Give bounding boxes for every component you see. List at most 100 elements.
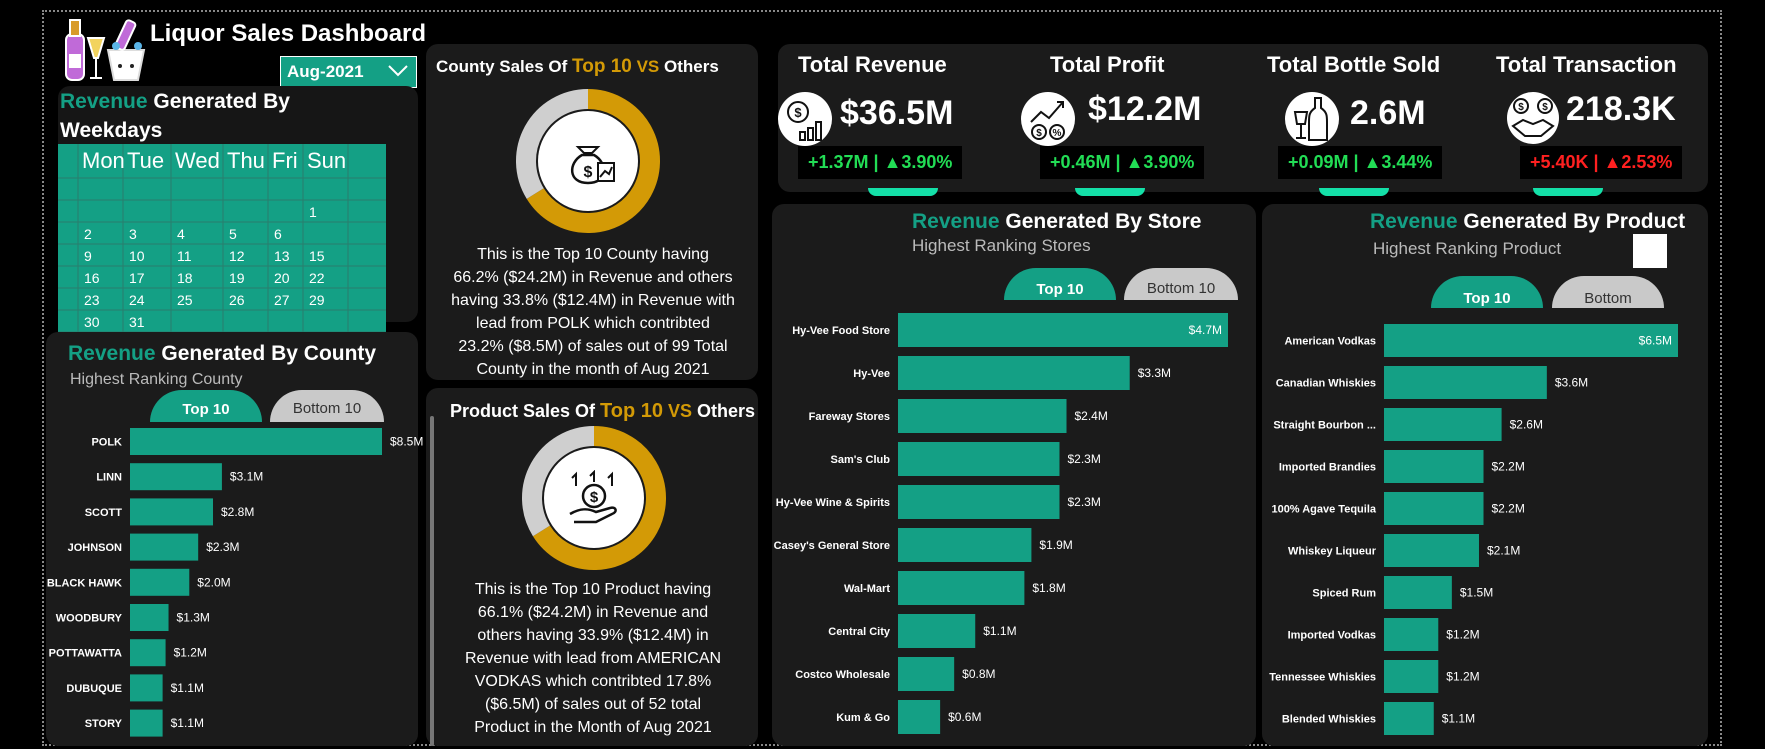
chart-bar[interactable] [1384,408,1502,441]
chart-bar[interactable] [1384,366,1547,399]
category-label: JOHNSON [68,542,122,554]
chart-bar[interactable] [130,568,190,596]
product-tab-bottom[interactable]: Bottom [1552,276,1664,308]
data-label: $8.5M [390,435,423,449]
calendar-date-cell[interactable]: 6 [274,226,282,242]
calendar-date-cell[interactable]: 19 [229,270,245,286]
data-label: $4.7M [1189,323,1222,337]
calendar-date-cell[interactable]: 31 [129,314,145,330]
category-label: Wal-Mart [844,583,890,595]
chart-bar[interactable] [1384,324,1678,357]
county-tab-bottom10[interactable]: Bottom 10 [270,390,384,422]
calendar-date-cell[interactable]: 9 [84,248,92,264]
chart-bar[interactable] [1384,450,1484,483]
category-label: Hy-Vee [853,368,890,380]
data-label: $1.1M [983,624,1016,638]
chart-bar[interactable] [130,604,169,631]
svg-text:$: $ [1518,102,1524,113]
donut-slice[interactable] [516,89,589,199]
calendar-date-cell[interactable]: 18 [177,270,193,286]
data-label: $2.8M [221,505,254,519]
chart-bar[interactable] [898,700,941,734]
calendar-date-cell[interactable]: 29 [309,292,325,308]
county-tab-top10[interactable]: Top 10 [150,390,262,422]
calendar-date-cell[interactable]: 1 [309,204,317,220]
calendar-date-cell[interactable]: 16 [84,270,100,286]
chart-bar[interactable] [130,639,166,667]
kpi-profit-title: Total Profit [1050,52,1165,77]
donut-slice[interactable] [532,426,666,570]
calendar-date-cell[interactable]: 12 [229,248,245,264]
product-tab-top10[interactable]: Top 10 [1431,276,1543,308]
chart-bar[interactable] [898,485,1060,519]
chart-bar[interactable] [130,533,199,561]
category-label: Kum & Go [836,712,890,724]
chart-bar[interactable] [1384,534,1479,567]
calendar-date-cell[interactable]: 11 [177,248,192,264]
date-filter-dropdown[interactable]: Aug-2021 [280,56,417,88]
chart-bar[interactable] [898,356,1130,390]
chart-bar[interactable] [898,442,1060,476]
chart-bar[interactable] [130,709,163,737]
calendar-date-cell[interactable]: 25 [177,292,193,308]
weekday-title-line2: Weekdays [60,119,163,142]
kpi-bottles-change: +0.09M | ▲3.44% [1278,146,1443,179]
page-title: Liquor Sales Dashboard [150,20,427,47]
data-label: $1.2M [1446,628,1479,642]
chart-bar[interactable] [898,571,1025,605]
calendar-date-cell[interactable]: 3 [129,226,137,242]
county-share-text: This is the Top 10 County having 66.2% (… [451,246,735,378]
calendar-date-cell[interactable]: 10 [129,248,145,264]
data-label: $3.1M [230,470,263,484]
chart-bar[interactable] [898,528,1032,562]
calendar-day-header: Tue [127,148,164,173]
calendar-date-cell[interactable]: 15 [309,248,325,264]
calendar-date-cell[interactable]: 5 [229,226,237,242]
chart-bar[interactable] [898,313,1228,347]
store-tab-top10[interactable]: Top 10 [1004,268,1116,300]
chart-bar[interactable] [898,614,976,648]
calendar-date-cell[interactable]: 2 [84,226,92,242]
calendar-date-cell[interactable]: 26 [229,292,245,308]
scrollbar[interactable] [430,416,434,746]
chart-bar[interactable] [1384,492,1484,525]
data-label: $1.1M [1442,712,1475,726]
chart-bar[interactable] [1384,576,1452,609]
calendar-date-cell[interactable]: 23 [84,292,100,308]
store-tab-bottom10[interactable]: Bottom 10 [1124,268,1238,300]
data-label: $2.3M [206,540,239,554]
chart-bar[interactable] [130,428,382,455]
data-label: $1.3M [177,611,210,625]
calendar-date-cell[interactable]: 13 [274,248,290,264]
kpi-revenue-title: Total Revenue [798,52,947,77]
calendar-date-cell[interactable]: 20 [274,270,290,286]
chart-bar[interactable] [898,399,1067,433]
calendar-date-cell[interactable]: 22 [309,270,325,286]
svg-text:$: $ [1036,128,1042,139]
calendar-date-cell[interactable]: 4 [177,226,185,242]
county-share-title: County Sales Of Top 10 VS Others [436,56,719,77]
calendar-date-cell[interactable]: 27 [274,292,290,308]
filter-toggle[interactable] [1633,234,1667,268]
calendar-date-cell[interactable]: 17 [129,270,145,286]
chart-bar[interactable] [1384,702,1434,735]
calendar-date-cell[interactable]: 30 [84,314,100,330]
chart-bar[interactable] [130,498,214,526]
donut-slice[interactable] [526,89,660,233]
chart-bar[interactable] [1384,660,1439,693]
chart-bar[interactable] [898,657,955,691]
date-filter-value: Aug-2021 [287,62,364,81]
kpi-indicator [1075,188,1145,196]
data-label: $1.5M [1460,586,1493,600]
chart-bar[interactable] [1384,618,1439,651]
chart-bar[interactable] [130,463,222,491]
weekday-calendar: Mon Tue Wed Thu Fri Sun 1 2 3 4 5 6 9 10 11 12 13 15 16 17 1… [58,144,386,338]
category-label: SCOTT [85,507,123,519]
store-title: Revenue Generated By Store [912,210,1202,233]
data-label: $1.1M [171,716,204,730]
kpi-revenue-value: $36.5M [840,94,954,132]
calendar-date-cell[interactable]: 24 [129,292,145,308]
category-label: WOODBURY [56,613,123,625]
chart-bar[interactable] [130,674,163,702]
donut-slice[interactable] [522,426,595,537]
